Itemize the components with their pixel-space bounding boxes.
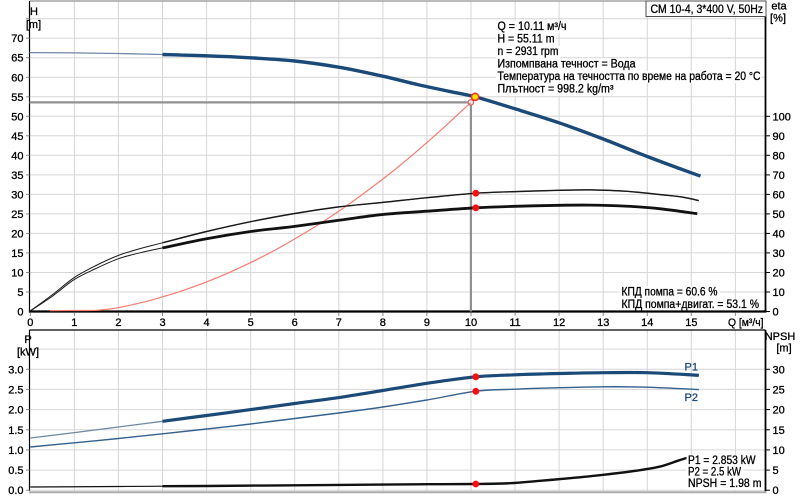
svg-text:15: 15 — [11, 248, 23, 260]
svg-text:Q [м³/ч]: Q [м³/ч] — [728, 317, 764, 329]
svg-text:20: 20 — [11, 228, 23, 240]
svg-text:0.5: 0.5 — [8, 465, 23, 477]
svg-text:3: 3 — [159, 317, 165, 329]
svg-text:90: 90 — [773, 131, 785, 143]
svg-text:35: 35 — [11, 170, 23, 182]
svg-text:5: 5 — [17, 287, 23, 299]
svg-text:3.0: 3.0 — [8, 364, 23, 376]
svg-text:Изпомпвана течност = Вода: Изпомпвана течност = Вода — [498, 59, 637, 71]
svg-text:7: 7 — [336, 317, 342, 329]
svg-text:80: 80 — [773, 150, 785, 162]
svg-text:[%]: [%] — [770, 13, 786, 25]
svg-text:30: 30 — [773, 248, 785, 260]
svg-text:15: 15 — [773, 425, 785, 437]
svg-text:10: 10 — [465, 317, 477, 329]
svg-text:40: 40 — [11, 150, 23, 162]
svg-text:12: 12 — [553, 317, 565, 329]
svg-text:10: 10 — [773, 287, 785, 299]
svg-text:P: P — [24, 334, 31, 346]
svg-text:[kW]: [kW] — [17, 347, 39, 359]
svg-text:45: 45 — [11, 131, 23, 143]
svg-text:10: 10 — [773, 445, 785, 457]
svg-text:15: 15 — [685, 317, 697, 329]
svg-text:4: 4 — [204, 317, 210, 329]
svg-text:NPSH: NPSH — [765, 331, 796, 343]
svg-text:10: 10 — [11, 267, 23, 279]
svg-text:50: 50 — [11, 111, 23, 123]
svg-text:КПД помпа = 60.6 %: КПД помпа = 60.6 % — [622, 286, 718, 298]
svg-text:70: 70 — [773, 170, 785, 182]
svg-text:9: 9 — [424, 317, 430, 329]
svg-text:H: H — [30, 6, 38, 18]
svg-text:30: 30 — [11, 189, 23, 201]
svg-text:P1 = 2.853 kW: P1 = 2.853 kW — [688, 455, 756, 467]
svg-text:CM 10-4, 3*400 V, 50Hz: CM 10-4, 3*400 V, 50Hz — [651, 4, 764, 16]
svg-text:0: 0 — [773, 307, 779, 319]
svg-text:КПД помпа+двигат. = 53.1 %: КПД помпа+двигат. = 53.1 % — [622, 299, 760, 311]
svg-text:Температура на течността по вр: Температура на течността по време на раб… — [498, 71, 761, 83]
svg-text:1.5: 1.5 — [8, 425, 23, 437]
svg-text:11: 11 — [509, 317, 520, 329]
svg-text:P2 = 2.5 kW: P2 = 2.5 kW — [688, 467, 741, 479]
svg-text:2: 2 — [115, 317, 121, 329]
svg-text:n = 2931 rpm: n = 2931 rpm — [498, 46, 559, 58]
svg-text:NPSH = 1.98 m: NPSH = 1.98 m — [688, 478, 762, 490]
svg-text:25: 25 — [773, 384, 785, 396]
svg-text:[m]: [m] — [776, 343, 791, 355]
svg-text:5: 5 — [773, 465, 779, 477]
svg-text:65: 65 — [11, 53, 23, 65]
svg-text:eta: eta — [771, 1, 787, 13]
svg-text:60: 60 — [11, 72, 23, 84]
svg-text:[m]: [m] — [26, 19, 41, 31]
svg-text:30: 30 — [773, 364, 785, 376]
svg-text:P1: P1 — [685, 362, 698, 374]
svg-text:Плътност = 998.2 kg/m³: Плътност = 998.2 kg/m³ — [498, 84, 614, 96]
svg-text:60: 60 — [773, 189, 785, 201]
svg-text:P2: P2 — [685, 392, 698, 404]
svg-text:20: 20 — [773, 267, 785, 279]
svg-text:2.5: 2.5 — [8, 384, 23, 396]
svg-text:0: 0 — [17, 307, 23, 319]
svg-text:1.0: 1.0 — [8, 445, 23, 457]
svg-text:50: 50 — [773, 209, 785, 221]
svg-text:13: 13 — [597, 317, 609, 329]
svg-text:0: 0 — [27, 317, 33, 329]
svg-text:H = 55.11 m: H = 55.11 m — [498, 34, 555, 46]
svg-text:5: 5 — [248, 317, 254, 329]
svg-text:14: 14 — [641, 317, 653, 329]
svg-text:0.0: 0.0 — [8, 485, 23, 497]
svg-text:100: 100 — [773, 111, 791, 123]
svg-text:40: 40 — [773, 228, 785, 240]
svg-text:0: 0 — [773, 485, 779, 497]
svg-text:55: 55 — [11, 92, 23, 104]
svg-text:1: 1 — [71, 317, 77, 329]
svg-text:70: 70 — [11, 33, 23, 45]
svg-text:25: 25 — [11, 209, 23, 221]
svg-text:Q = 10.11 м³/ч: Q = 10.11 м³/ч — [498, 21, 567, 33]
svg-text:2.0: 2.0 — [8, 405, 23, 417]
svg-text:6: 6 — [292, 317, 298, 329]
svg-text:8: 8 — [380, 317, 386, 329]
svg-text:20: 20 — [773, 405, 785, 417]
